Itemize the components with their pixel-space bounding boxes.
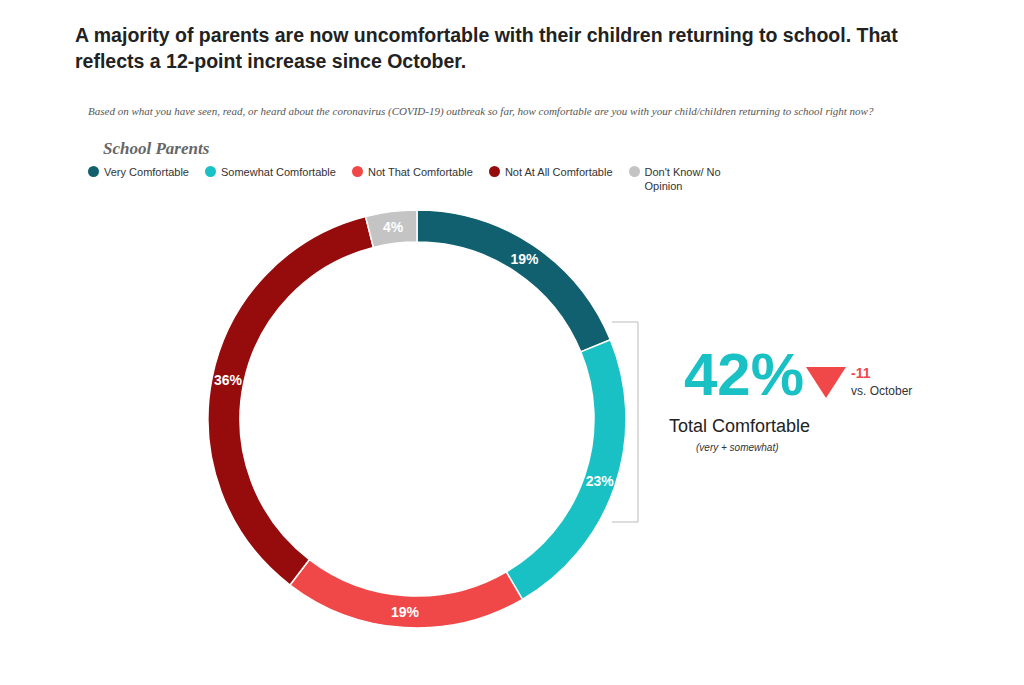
svg-text:19%: 19% bbox=[511, 251, 540, 267]
html-text:Somewhat Comfortable: Somewhat Comfortable bbox=[221, 166, 336, 178]
html-text:A majority of parents are now: A majority of parents are now uncomforta… bbox=[75, 24, 898, 72]
html-text:vs. October: vs. October bbox=[851, 384, 913, 398]
svg-text:36%: 36% bbox=[214, 372, 243, 388]
svg-text:4%: 4% bbox=[383, 219, 404, 235]
html-text:School Parents: School Parents bbox=[103, 139, 210, 158]
svg-text:23%: 23% bbox=[586, 473, 615, 489]
html-text:-11: -11 bbox=[851, 365, 871, 381]
html-text:Total Comfortable: Total Comfortable bbox=[669, 416, 811, 436]
html-text:Don't Know/ No Opinion: Don't Know/ No Opinion bbox=[644, 166, 721, 192]
html-text:Based on what you have seen, r: Based on what you have seen, read, or he… bbox=[88, 105, 874, 117]
svg-text:19%: 19% bbox=[391, 604, 420, 620]
html-text:(very + somewhat): (very + somewhat) bbox=[696, 442, 779, 453]
html-text:Very Comfortable: Very Comfortable bbox=[104, 166, 189, 178]
html-text:Not That Comfortable: Not That Comfortable bbox=[367, 166, 473, 178]
html-text:Not At All Comfortable: Not At All Comfortable bbox=[504, 166, 613, 178]
html-text:42%: 42% bbox=[684, 341, 805, 408]
